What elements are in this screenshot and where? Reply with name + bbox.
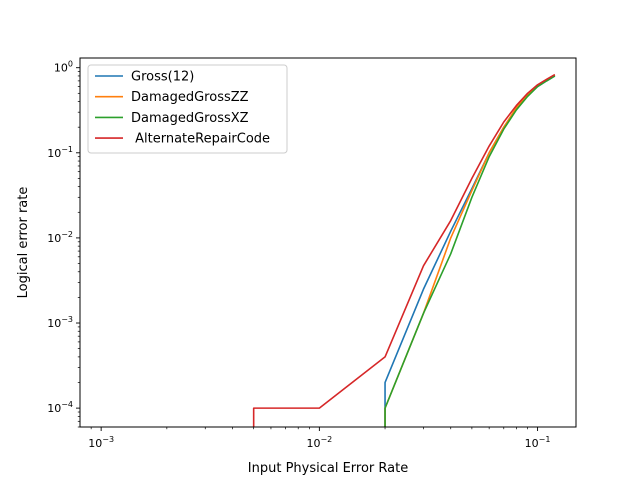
legend-label-1: DamagedGrossZZ (131, 90, 249, 105)
y-tick-label: 100 (54, 60, 73, 75)
y-tick-label: 10−2 (47, 230, 73, 245)
series-line-2 (384, 75, 556, 427)
y-tick-label: 10−4 (47, 400, 73, 415)
x-axis-ticks: 10−3 10−2 10−1 (88, 427, 550, 450)
legend: Gross(12) DamagedGrossZZ DamagedGrossXZ Al… (87, 64, 288, 154)
series-line-3 (252, 73, 556, 427)
y-tick-label: 10−3 (47, 315, 73, 330)
y-axis-label: Logical error rate (16, 187, 31, 299)
series-group (252, 73, 556, 427)
plot-frame (79, 57, 577, 428)
x-tick-label: 10−1 (525, 435, 551, 450)
x-axis-label: Input Physical Error Rate (248, 461, 408, 476)
x-tick-label: 10−3 (88, 435, 114, 450)
x-tick-label: 10−2 (306, 435, 332, 450)
y-tick-label: 10−1 (47, 145, 73, 160)
legend-label-3: AlternateRepairCode (131, 132, 270, 147)
legend-label-0: Gross(12) (131, 70, 194, 85)
y-axis-ticks: 10−4 10−3 10−2 10−1 100 (47, 60, 80, 428)
legend-label-2: DamagedGrossXZ (131, 111, 249, 126)
legend-box (87, 64, 288, 154)
